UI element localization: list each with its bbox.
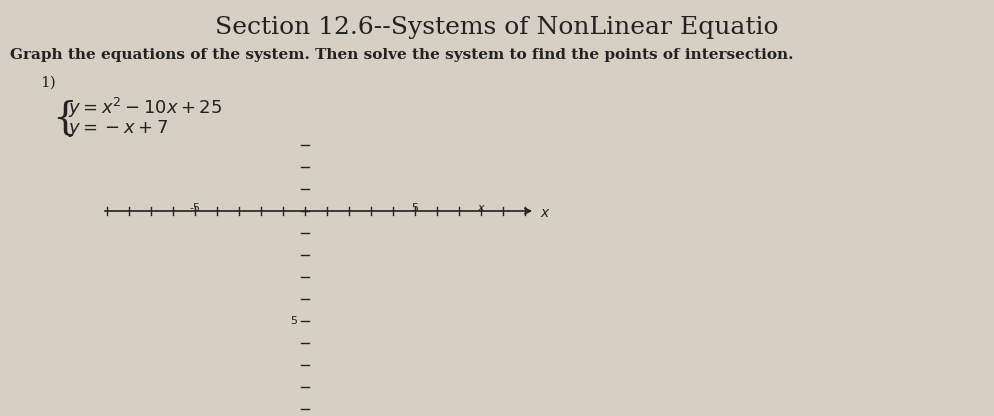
Text: 1): 1) xyxy=(40,76,56,90)
Text: Section 12.6--Systems of NonLinear Equatio: Section 12.6--Systems of NonLinear Equat… xyxy=(216,16,778,39)
Text: $y = x^2 - 10x + 25$: $y = x^2 - 10x + 25$ xyxy=(68,96,223,120)
Text: -5: -5 xyxy=(190,203,201,213)
Text: x: x xyxy=(540,206,549,220)
Text: Graph the equations of the system. Then solve the system to find the points of i: Graph the equations of the system. Then … xyxy=(10,48,793,62)
Text: $y = -x + 7$: $y = -x + 7$ xyxy=(68,118,168,139)
Text: x: x xyxy=(478,203,484,213)
Text: 5: 5 xyxy=(290,316,297,326)
Text: 5: 5 xyxy=(412,203,418,213)
Text: {: { xyxy=(52,100,77,137)
